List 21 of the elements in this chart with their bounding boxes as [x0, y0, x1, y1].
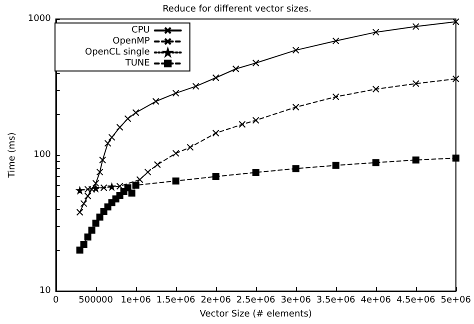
y-tick-label: 100	[34, 150, 52, 160]
legend-label: TUNE	[124, 58, 150, 68]
x-tick-label: 3.5e+06	[316, 296, 356, 306]
x-tick-label: 1e+06	[120, 296, 152, 306]
x-tick-label: 2.5e+06	[236, 296, 276, 306]
chart-title: Reduce for different vector sizes.	[162, 4, 312, 14]
legend-label: CPU	[132, 26, 150, 36]
x-tick-label: 0	[52, 296, 59, 306]
x-tick-label: 3e+06	[280, 296, 312, 306]
y-axis-title: Time (ms)	[8, 132, 18, 179]
x-tick-label: 4.5e+06	[396, 296, 436, 306]
y-tick-label: 1000	[28, 14, 52, 24]
legend-label: OpenCL single	[85, 48, 150, 58]
x-tick-label: 5e+06	[440, 296, 472, 306]
x-tick-label: 2e+06	[200, 296, 232, 306]
legend-label: OpenMP	[112, 36, 150, 46]
x-tick-label: 1.5e+06	[156, 296, 196, 306]
x-axis-title: Vector Size (# elements)	[200, 310, 312, 320]
y-tick-label: 10	[39, 286, 52, 296]
x-tick-label: 500000	[78, 296, 114, 306]
x-tick-label: 4e+06	[360, 296, 392, 306]
